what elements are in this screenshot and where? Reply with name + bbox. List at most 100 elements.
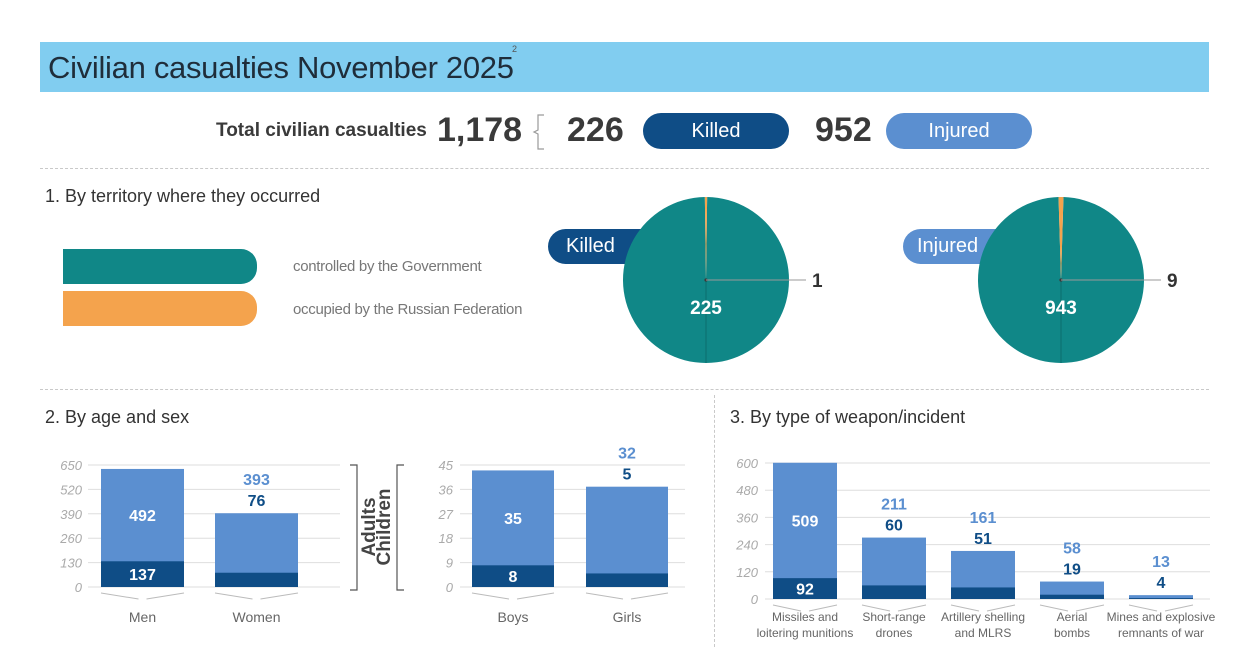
bar-killed-2 <box>951 587 1015 599</box>
category-tick <box>950 604 1016 612</box>
section-territory-title: 1. By territory where they occurred <box>45 186 321 206</box>
pie-chart-injured: 9 943 <box>978 197 1178 363</box>
pie-slice-occupied <box>704 197 708 280</box>
category-tick <box>471 592 555 600</box>
category-label: Boys <box>497 609 528 625</box>
category-tick <box>585 592 669 600</box>
y-tick-label: 520 <box>60 482 82 497</box>
y-tick-label: 480 <box>736 483 758 498</box>
y-tick-label: 260 <box>59 531 82 546</box>
category-label: bombs <box>1054 626 1090 640</box>
legend-swatch-occupied <box>63 291 257 326</box>
y-tick-label: 45 <box>439 458 454 473</box>
category-label: and MLRS <box>955 626 1012 640</box>
pie-chart-killed: 1 225 <box>623 197 823 363</box>
category-label: Women <box>233 609 281 625</box>
category-label: Missiles and <box>772 610 838 624</box>
killed-total: 226 <box>567 111 624 149</box>
killed-badge: Killed <box>643 113 789 149</box>
injured-value-label: 32 <box>618 446 636 463</box>
category-label: Girls <box>613 609 642 625</box>
killed-value-label: 137 <box>129 567 156 584</box>
pie-slice-occupied <box>1058 197 1064 280</box>
totals-label: Total civilian casualties <box>216 120 427 141</box>
injured-total: 952 <box>815 111 872 149</box>
y-tick-label: 120 <box>736 565 758 580</box>
adults-label: Adults <box>359 497 380 556</box>
category-tick <box>214 592 299 600</box>
y-tick-label: 390 <box>60 507 82 522</box>
title-footnote: 2 <box>512 44 518 54</box>
killed-value-label: 92 <box>796 582 814 599</box>
killed-value-label: 76 <box>248 493 266 510</box>
bar-killed-0 <box>472 565 554 587</box>
category-tick <box>1039 604 1105 612</box>
pie-value-government: 225 <box>690 298 722 319</box>
injured-value-label: 35 <box>504 511 522 528</box>
killed-value-label: 8 <box>509 569 518 586</box>
bar-killed-4 <box>1129 598 1193 599</box>
legend-swatch-government <box>63 249 257 284</box>
category-label: Aerial <box>1057 610 1088 624</box>
y-tick-label: 0 <box>75 580 83 595</box>
total-value: 1,178 <box>437 111 523 149</box>
y-tick-label: 240 <box>735 538 758 553</box>
total-bracket <box>532 114 544 150</box>
divider-top <box>40 168 1209 169</box>
category-tick <box>772 604 838 612</box>
y-tick-label: 9 <box>446 556 453 571</box>
bar-killed-1 <box>586 573 668 587</box>
y-tick-label: 650 <box>60 458 82 473</box>
category-label: Mines and explosive <box>1107 610 1216 624</box>
bar-killed-0 <box>101 561 184 587</box>
category-label: loitering munitions <box>757 626 854 640</box>
divider-middle <box>40 389 1209 390</box>
bar-injured-0 <box>773 462 837 599</box>
bar-killed-1 <box>215 572 298 587</box>
killed-value-label: 19 <box>1063 562 1081 579</box>
y-tick-label: 18 <box>439 531 454 546</box>
injured-value-label: 509 <box>792 513 819 530</box>
section-weapon-title: 3. By type of weapon/incident <box>730 407 966 427</box>
y-tick-label: 0 <box>751 592 759 607</box>
y-tick-label: 360 <box>736 510 758 525</box>
bar-injured-3 <box>1040 581 1104 599</box>
category-tick <box>1128 604 1194 612</box>
bar-chart-weapons: 600 480 360 240 120 0 509 92 Missiles and loiteri… <box>735 456 1216 640</box>
category-label: Artillery shelling <box>941 610 1025 624</box>
page-title: Civilian casualties November 2025 <box>48 50 514 85</box>
legend-label-government: controlled by the Government <box>293 258 482 275</box>
y-tick-label: 27 <box>438 507 454 522</box>
section-age-sex-title: 2. By age and sex <box>45 407 190 427</box>
category-label: remnants of war <box>1118 626 1204 640</box>
category-label: Short-range <box>862 610 926 624</box>
pie-value-occupied: 9 <box>1167 271 1178 292</box>
injured-value-label: 161 <box>970 510 997 527</box>
injured-value-label: 58 <box>1063 541 1081 558</box>
bar-killed-3 <box>1040 594 1104 599</box>
y-tick-label: 600 <box>736 456 758 471</box>
injured-value-label: 13 <box>1152 554 1170 571</box>
bar-killed-0 <box>773 578 837 599</box>
category-tick <box>861 604 927 612</box>
killed-value-label: 5 <box>623 467 632 484</box>
y-tick-label: 36 <box>439 482 454 497</box>
pie-value-occupied: 1 <box>812 271 823 292</box>
killed-value-label: 51 <box>974 531 992 548</box>
injured-value-label: 211 <box>881 497 907 514</box>
children-label: Children <box>374 488 395 565</box>
bar-chart-children: 45 36 27 18 9 0 35 8 Boys 32 5 Girls <box>438 446 685 625</box>
group-labels: Adults Children <box>350 464 404 591</box>
y-tick-label: 130 <box>60 556 82 571</box>
killed-value-label: 60 <box>885 518 903 535</box>
category-label: drones <box>876 626 913 640</box>
bar-chart-adults: 650 520 390 260 130 0 492 137 Men 393 76 Women <box>59 458 340 625</box>
injured-badge: Injured <box>886 113 1032 149</box>
bar-injured-4 <box>1129 595 1193 599</box>
title-bar <box>40 42 1209 92</box>
bar-killed-1 <box>862 585 926 599</box>
category-tick <box>100 592 185 600</box>
pie-value-government: 943 <box>1045 298 1077 319</box>
y-tick-label: 0 <box>446 580 454 595</box>
injured-value-label: 492 <box>129 508 156 525</box>
